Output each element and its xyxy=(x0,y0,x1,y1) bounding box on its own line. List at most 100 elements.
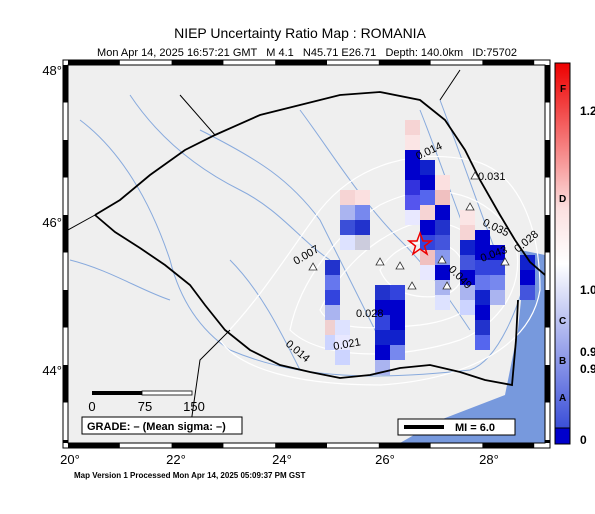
ratio-cell xyxy=(520,285,535,300)
mi-legend: MI = 6.0 xyxy=(455,422,495,434)
epicenter xyxy=(406,230,434,256)
frame-segment xyxy=(275,60,327,65)
map-area: 0.014 0.031 0.035 0.028 0.043 0.049 0.00… xyxy=(68,65,545,443)
scale-label: 75 xyxy=(138,399,152,414)
ratio-cell xyxy=(420,250,435,265)
ratio-cell xyxy=(475,230,490,245)
ratio-cell xyxy=(475,245,490,260)
ratio-cell xyxy=(340,220,355,235)
grade-letter: D xyxy=(559,194,566,205)
grade-letter: B xyxy=(559,356,566,367)
ratio-cell xyxy=(355,190,370,205)
ratio-cell xyxy=(405,180,420,195)
frame-segment xyxy=(378,443,431,448)
ratio-cell xyxy=(420,160,435,175)
ratio-cell xyxy=(475,290,490,305)
ratio-cell xyxy=(390,285,405,300)
frame-segment xyxy=(275,443,327,448)
ratio-cell xyxy=(475,275,490,290)
ratio-cell xyxy=(405,150,420,165)
grade-letter: F xyxy=(560,84,566,95)
ratio-cell xyxy=(490,260,505,275)
frame-segment xyxy=(63,365,68,403)
contour-label: 0.021 xyxy=(332,336,361,353)
neighbor-borders xyxy=(68,69,461,431)
ratio-cell xyxy=(340,190,355,205)
ratio-cell xyxy=(435,205,450,220)
frame-segment xyxy=(63,215,68,253)
ratio-cell xyxy=(435,235,450,250)
country-border xyxy=(94,91,545,387)
ratio-cell xyxy=(460,255,475,270)
black-sea xyxy=(400,250,545,443)
ratio-cell xyxy=(355,235,370,250)
ratio-cell xyxy=(475,320,490,335)
ratio-cell xyxy=(460,300,475,315)
ratio-cell xyxy=(490,275,505,290)
lat-labels: 48° 46° 44° xyxy=(42,63,62,378)
ratio-cell xyxy=(390,330,405,345)
frame-segment xyxy=(63,290,68,328)
ratio-cell xyxy=(420,175,435,190)
ratio-cell xyxy=(405,135,420,150)
ratio-cell xyxy=(420,265,435,280)
ratio-cell xyxy=(420,235,435,250)
frame-segment xyxy=(63,140,68,178)
ratio-cell xyxy=(355,220,370,235)
colorbar-label: 1.0 xyxy=(580,283,595,297)
ratio-cell xyxy=(340,205,355,220)
frame-segment xyxy=(545,365,550,403)
ratio-cell xyxy=(435,190,450,205)
grade-box xyxy=(81,416,243,435)
ratio-cell xyxy=(405,210,420,225)
lon-label: 24° xyxy=(272,452,292,467)
ratio-cell xyxy=(475,335,490,350)
ratio-cell xyxy=(475,260,490,275)
lat-label: 46° xyxy=(42,215,62,230)
frame-segment xyxy=(545,65,550,103)
frame-segment xyxy=(482,60,535,65)
frame-segment xyxy=(171,60,224,65)
ratio-cell xyxy=(435,175,450,190)
ratio-cell xyxy=(460,270,475,285)
map-frame xyxy=(62,59,551,449)
frame-segment xyxy=(63,440,68,443)
ratio-cell xyxy=(375,300,390,315)
ratio-cell xyxy=(490,290,505,305)
colorbar-label: 0 xyxy=(580,433,587,447)
lon-label: 20° xyxy=(60,452,80,467)
ratio-cell xyxy=(420,220,435,235)
frame-segment xyxy=(482,443,535,448)
subtitle: Mon Apr 14, 2025 16:57:21 GMT M 4.1 N45.… xyxy=(97,47,517,59)
ratio-cell xyxy=(405,120,420,135)
ratio-cell xyxy=(490,245,505,260)
lon-labels: 20° 22° 24° 26° 28° xyxy=(60,452,499,467)
frame-segment xyxy=(171,443,224,448)
ratio-cell xyxy=(520,255,535,270)
frame-segment xyxy=(545,440,550,443)
ratio-cell xyxy=(405,165,420,180)
ratio-cell xyxy=(325,260,340,275)
ratio-cell xyxy=(355,205,370,220)
ratio-cell xyxy=(390,345,405,360)
ratio-cell xyxy=(460,225,475,240)
ratio-cell xyxy=(335,320,350,335)
lon-label: 26° xyxy=(375,452,395,467)
grade-letter: C xyxy=(559,316,566,327)
ratio-cell xyxy=(375,285,390,300)
frame-segment xyxy=(545,140,550,178)
frame-segment xyxy=(68,60,120,65)
ratio-cell xyxy=(375,330,390,345)
scale-label: 0 xyxy=(88,399,95,414)
grade-letter: A xyxy=(559,393,566,404)
colorbar-scale xyxy=(554,62,571,429)
contour-label: 0.028 xyxy=(356,308,384,320)
scale-bar: 0 75 150 xyxy=(88,390,205,414)
frame-segment xyxy=(545,290,550,328)
ratio-cell xyxy=(325,290,340,305)
mi-box xyxy=(397,418,516,436)
ratio-cell xyxy=(405,195,420,210)
ratio-cell xyxy=(390,315,405,330)
ratio-cell xyxy=(475,305,490,320)
